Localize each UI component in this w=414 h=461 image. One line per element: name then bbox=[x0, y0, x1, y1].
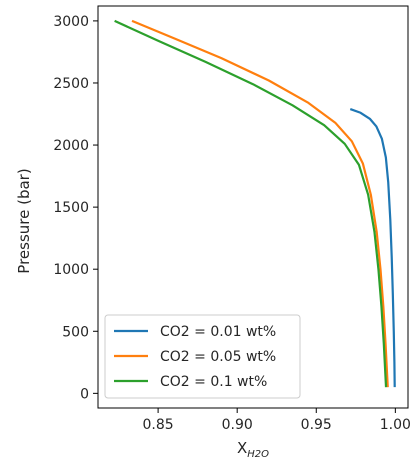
series-line-1 bbox=[349, 108, 396, 388]
y-tick-label: 1500 bbox=[53, 200, 89, 216]
series-line-3 bbox=[114, 19, 388, 388]
x-axis-label-subscript: H2O bbox=[247, 449, 269, 460]
y-tick-label: 500 bbox=[62, 324, 89, 340]
x-tick-label: 0.85 bbox=[143, 417, 174, 433]
series-line-2 bbox=[131, 19, 389, 388]
x-tick-label: 0.90 bbox=[222, 417, 253, 433]
y-tick-label: 1000 bbox=[53, 262, 89, 278]
x-tick-label: 1.00 bbox=[380, 417, 411, 433]
axes: 0.85 0.90 0.95 1.00 0 500 1000 1500 2000 2500 3000 bbox=[53, 5, 411, 433]
series-lines bbox=[114, 19, 396, 388]
y-tick-label: 2500 bbox=[53, 76, 89, 92]
legend-label: CO2 = 0.05 wt% bbox=[160, 349, 276, 365]
x-tick-label: 0.95 bbox=[301, 417, 332, 433]
y-axis-label: Pressure (bar) bbox=[15, 168, 33, 273]
plot-area bbox=[114, 19, 396, 388]
legend-label: CO2 = 0.1 wt% bbox=[160, 374, 267, 390]
legend-box bbox=[104, 314, 301, 399]
x-axis-label-main: X bbox=[237, 439, 247, 457]
y-tick-label: 3000 bbox=[53, 14, 89, 30]
y-tick-label: 0 bbox=[80, 386, 89, 402]
y-tick-label: 2000 bbox=[53, 138, 89, 154]
legend: CO2 = 0.01 wt% CO2 = 0.05 wt% CO2 = 0.1 wt… bbox=[104, 314, 301, 399]
x-axis-label: XH2O bbox=[237, 439, 269, 460]
legend-label: CO2 = 0.01 wt% bbox=[160, 324, 276, 340]
